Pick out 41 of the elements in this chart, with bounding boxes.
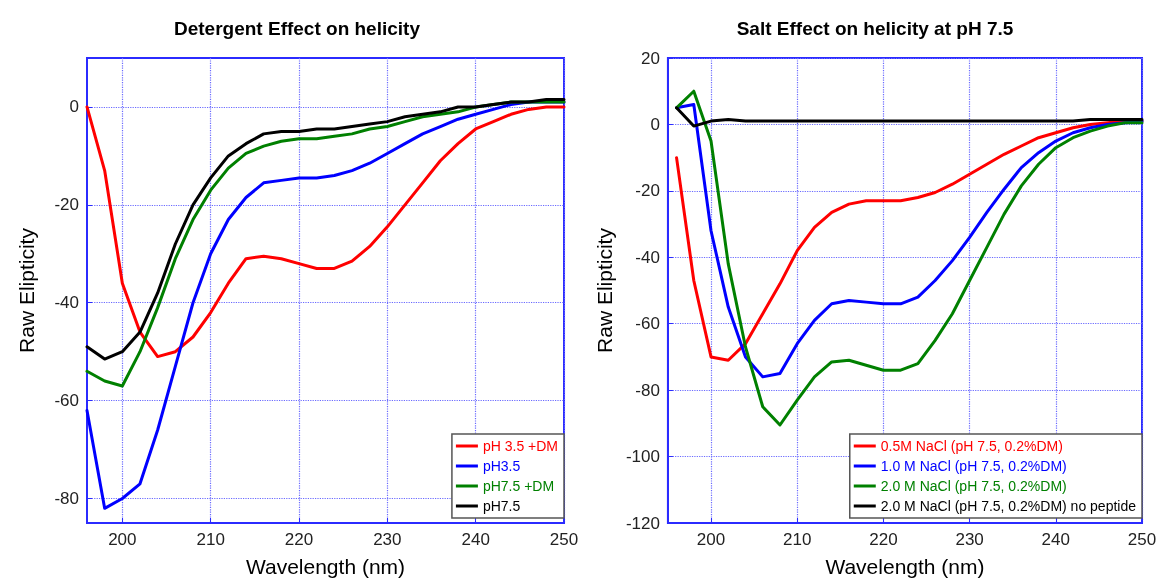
y-tick-label: 0: [650, 114, 660, 134]
x-tick-label: 250: [549, 530, 579, 549]
x-tick-label: 220: [869, 530, 898, 549]
y-tick-label: -40: [54, 293, 79, 313]
x-tick-label: 210: [196, 530, 225, 549]
x-tick-label: 220: [284, 530, 314, 549]
y-tick-label: 20: [641, 48, 660, 68]
y-tick-label: -80: [54, 489, 79, 509]
y-tick-label: -60: [54, 391, 79, 411]
legend-label: pH7.5: [482, 498, 521, 514]
y-axis-title: Raw Elipticity: [15, 227, 38, 353]
x-tick-label: 250: [1127, 530, 1157, 549]
x-tick-label: 230: [955, 530, 984, 549]
chart-title: Detergent Effect on helicity: [174, 18, 421, 39]
line-series: [675, 89, 1144, 427]
y-tick-label: -20: [54, 195, 79, 215]
chart-title: Salt Effect on helicity at pH 7.5: [736, 18, 1014, 39]
line-series: [675, 106, 1144, 128]
legend-label: 0.5M NaCl (pH 7.5, 0.2%DM): [880, 438, 1063, 454]
x-tick-label: 200: [696, 530, 726, 549]
x-axis-title: Wavelength (nm): [245, 555, 406, 578]
x-tick-label: 230: [373, 530, 402, 549]
legend-label: pH3.5: [482, 458, 521, 474]
y-tick-label: -80: [635, 380, 660, 400]
legend-label: pH7.5 +DM: [482, 478, 555, 494]
y-tick-label: -120: [625, 513, 660, 533]
x-tick-label: 240: [1041, 530, 1070, 549]
x-tick-label: 210: [783, 530, 812, 549]
y-axis-title: Raw Elipticity: [593, 227, 616, 353]
x-tick-label: 240: [461, 530, 490, 549]
legend-label: 2.0 M NaCl (pH 7.5, 0.2%DM): [880, 478, 1067, 494]
y-tick-label: -100: [625, 447, 660, 467]
x-axis-title: Wavelength (nm): [825, 555, 985, 578]
y-tick-label: 0: [69, 97, 79, 117]
y-tick-label: -60: [635, 314, 660, 334]
legend-label: 1.0 M NaCl (pH 7.5, 0.2%DM): [880, 458, 1067, 474]
x-tick-label: 200: [108, 530, 137, 549]
y-tick-label: -40: [635, 247, 660, 267]
legend-label: 2.0 M NaCl (pH 7.5, 0.2%DM) no peptide: [880, 498, 1137, 514]
legend-label: pH 3.5 +DM: [482, 438, 559, 454]
y-tick-label: -20: [635, 181, 660, 201]
